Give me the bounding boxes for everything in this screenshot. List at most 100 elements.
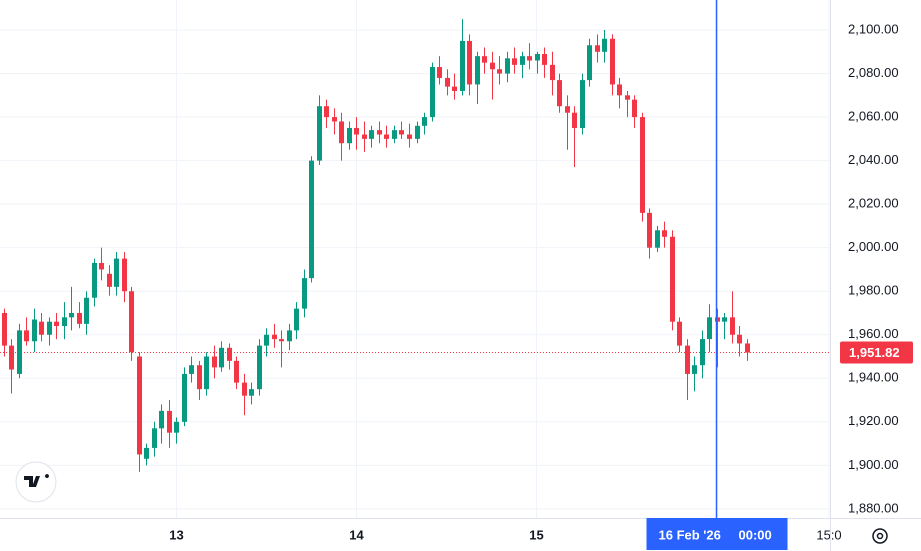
candle-body	[2, 312, 7, 346]
x-tick-label: 13	[169, 527, 183, 542]
candle-body	[565, 106, 570, 113]
candle-body	[692, 365, 697, 374]
candle-body	[99, 262, 104, 270]
candle-body	[354, 127, 359, 135]
settings-button[interactable]	[872, 528, 888, 544]
candle-body	[662, 230, 667, 237]
candle-body	[272, 334, 277, 340]
candle-body	[144, 447, 149, 459]
candle-body	[129, 291, 134, 353]
candle-body	[632, 99, 637, 118]
candle-body	[309, 160, 314, 279]
x-tick-label: 14	[349, 527, 364, 542]
candle-body	[437, 67, 442, 78]
crosshair-time: 00:00	[739, 527, 772, 542]
candle-body	[445, 77, 450, 87]
candle-body	[677, 321, 682, 346]
candle-body	[399, 130, 404, 135]
candle-body	[9, 345, 14, 370]
y-tick-label: 1,940.00	[848, 370, 899, 385]
candle-body	[347, 127, 352, 144]
candle-body	[377, 130, 382, 135]
candle-body	[737, 334, 742, 344]
candle-body	[460, 40, 465, 91]
candle-body	[430, 67, 435, 118]
candle-body	[475, 56, 480, 85]
candle-body	[422, 117, 427, 126]
candle-body	[452, 86, 457, 91]
candle-body	[54, 321, 59, 327]
candle-body	[122, 258, 127, 292]
candle-body	[392, 130, 397, 139]
candle-body	[114, 258, 119, 287]
candle-body	[512, 58, 517, 65]
x-tick-label: 15:0	[816, 527, 841, 542]
candle-body	[159, 410, 164, 429]
candle-body	[527, 56, 532, 61]
candle-body	[490, 62, 495, 70]
candle-body	[670, 236, 675, 322]
y-tick-label: 2,080.00	[848, 65, 899, 80]
candle-body	[287, 330, 292, 342]
candle-body	[212, 356, 217, 368]
candle-body	[407, 134, 412, 139]
last-price-label: 1,951.82	[849, 345, 900, 360]
candle-body	[745, 343, 750, 353]
candle-body	[384, 134, 389, 139]
candle-body	[264, 334, 269, 346]
candle-body	[227, 347, 232, 361]
candle-body	[167, 410, 172, 433]
candle-body	[550, 64, 555, 81]
gear-ring[interactable]	[872, 528, 888, 544]
candle-body	[482, 56, 487, 63]
candle-body	[505, 58, 510, 74]
candle-body	[69, 312, 74, 318]
candle-body	[279, 339, 284, 342]
candle-body	[47, 321, 52, 335]
candle-body	[62, 317, 67, 327]
candle-body	[332, 117, 337, 122]
gear-hub	[876, 532, 884, 540]
candle-body	[77, 312, 82, 324]
y-tick-label: 2,040.00	[848, 152, 899, 167]
candle-body	[730, 317, 735, 335]
candle-body	[234, 360, 239, 383]
candle-body	[535, 53, 540, 61]
candle-body	[415, 125, 420, 139]
candle-body	[204, 356, 209, 390]
candle-body	[542, 53, 547, 65]
candle-body	[369, 130, 374, 139]
candle-body	[497, 69, 502, 74]
y-tick-label: 1,880.00	[848, 500, 899, 515]
candle-body	[572, 112, 577, 128]
candle-body	[242, 382, 247, 396]
y-tick-label: 2,100.00	[848, 21, 899, 36]
candle-body	[722, 317, 727, 322]
logo[interactable]	[15, 461, 57, 503]
candle-body	[152, 428, 157, 448]
candle-body	[24, 330, 29, 342]
candle-body	[17, 330, 22, 374]
candle-body	[610, 38, 615, 85]
y-tick-label: 2,060.00	[848, 109, 899, 124]
candle-body	[647, 212, 652, 248]
candle-body	[617, 84, 622, 96]
candle-body	[339, 121, 344, 144]
candle-body	[174, 421, 179, 433]
candle-body	[467, 40, 472, 85]
candle-body	[257, 345, 262, 390]
candle-body	[197, 365, 202, 390]
candle-body	[557, 80, 562, 107]
crosshair-date: 16 Feb '26	[659, 527, 721, 542]
candle-body	[84, 297, 89, 324]
candle-body	[520, 56, 525, 65]
candle-body	[580, 80, 585, 128]
y-tick-label: 2,020.00	[848, 196, 899, 211]
y-tick-label: 1,980.00	[848, 283, 899, 298]
y-tick-label: 1,960.00	[848, 326, 899, 341]
last-price-box	[840, 341, 913, 364]
y-tick-label: 1,920.00	[848, 413, 899, 428]
candle-body	[707, 317, 712, 340]
candle-body	[182, 373, 187, 422]
